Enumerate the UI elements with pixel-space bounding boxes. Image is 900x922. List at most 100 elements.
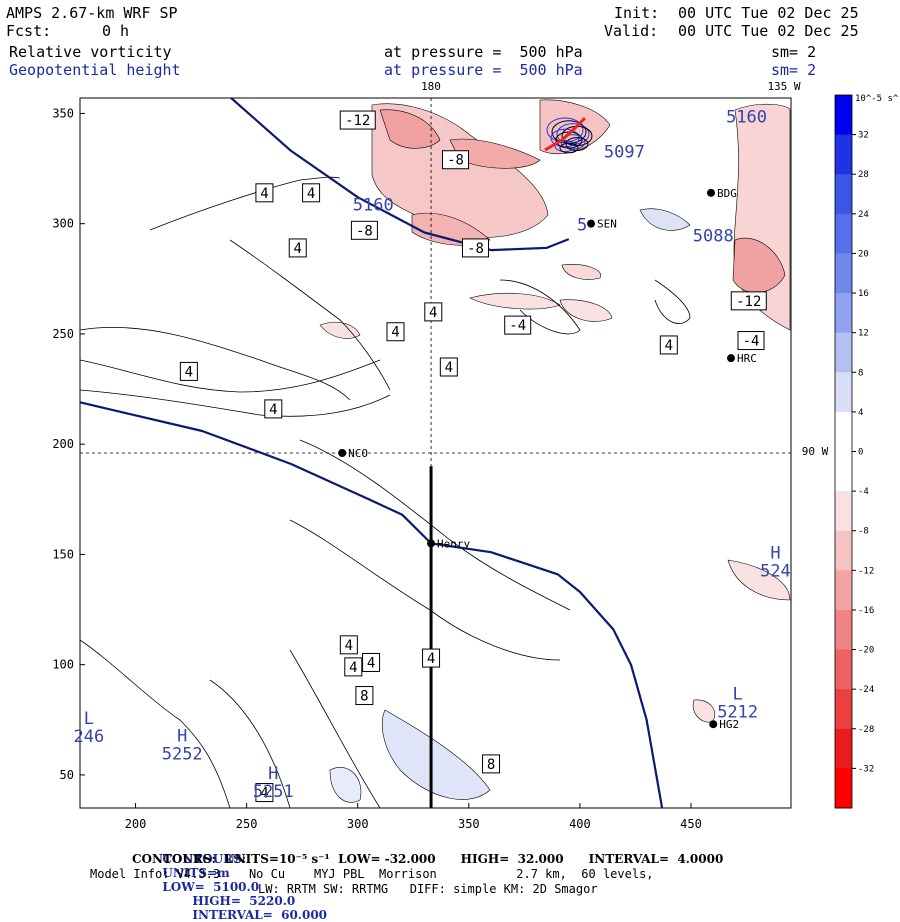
vorticity-contour-5 bbox=[289, 519, 561, 661]
station-sen-label: SEN bbox=[597, 218, 617, 231]
x-tick-label-400: 400 bbox=[569, 817, 591, 831]
station-henry-marker bbox=[427, 539, 436, 548]
vorticity-label-11: 4 bbox=[391, 325, 399, 341]
vorticity-label-20: 4 bbox=[260, 786, 268, 802]
height-contour-5160 bbox=[230, 97, 570, 252]
vorticity-area-11 bbox=[727, 559, 791, 601]
station-bdg-marker bbox=[707, 188, 716, 197]
vorticity-label-box-4 bbox=[504, 315, 532, 335]
vorticity-label-box-8 bbox=[302, 183, 321, 203]
colorbar-label-13: -20 bbox=[858, 646, 874, 656]
field2-sm: sm= 2 bbox=[771, 61, 817, 79]
colorbar-swatch-0 bbox=[835, 95, 852, 136]
vorticity-label-16: 4 bbox=[345, 638, 353, 654]
footer-physics-info: LW: RRTM SW: RRTMG DIFF: simple KM: 2D S… bbox=[258, 882, 598, 896]
colorbar-label-2: 24 bbox=[858, 210, 869, 220]
vorticity-area-10 bbox=[319, 321, 361, 339]
vorticity-label-4: -4 bbox=[509, 318, 526, 334]
vorticity-label-box-13 bbox=[659, 335, 678, 355]
vorticity-area-7 bbox=[561, 264, 602, 280]
vorticity-label-box-10 bbox=[424, 302, 443, 322]
colorbar-label-8: 0 bbox=[858, 448, 863, 458]
forecast-hours: 0 h bbox=[102, 22, 130, 40]
stations: NCO Henry BDG HRC HG2 SEN bbox=[338, 187, 757, 731]
colorbar-label-10: -8 bbox=[858, 527, 869, 537]
height-label-3: 5088 bbox=[693, 226, 734, 246]
vorticity-area-1 bbox=[379, 109, 441, 149]
footer-low: LOW= 5100.0 bbox=[162, 880, 260, 894]
footer-contours-label: CONTOURS: bbox=[162, 852, 247, 866]
colorbar-label-4: 16 bbox=[858, 289, 869, 299]
colorbar-swatch-8 bbox=[835, 411, 852, 452]
vorticity-label-box-9 bbox=[288, 238, 307, 258]
extremum-value-1: 5252 bbox=[162, 744, 203, 764]
meridian-labels: 180 135 W 90 W bbox=[421, 80, 829, 458]
vorticity-contour-6 bbox=[299, 439, 571, 611]
colorbar-swatch-3 bbox=[835, 213, 852, 254]
extremum-h-2: H bbox=[268, 764, 278, 784]
vorticity-label-21: 8 bbox=[360, 689, 368, 705]
vorticity-label-box-17 bbox=[344, 657, 363, 677]
extremum-value-3: 524 bbox=[760, 561, 791, 581]
vorticity-label-2: -8 bbox=[467, 241, 484, 257]
meridian-label-1: 135 W bbox=[767, 80, 800, 93]
vorticity-area-12 bbox=[381, 709, 491, 800]
station-hrc-marker bbox=[727, 354, 736, 363]
vorticity-label-13: 4 bbox=[665, 338, 673, 354]
station-sen-marker bbox=[587, 219, 596, 228]
vorticity-label-box-2 bbox=[461, 238, 489, 258]
vorticity-label-19: 4 bbox=[427, 651, 435, 667]
init-time: 00 UTC Tue 02 Dec 25 bbox=[678, 4, 859, 22]
colorbar-swatch-11 bbox=[835, 530, 852, 571]
field2-level: at pressure = 500 hPa bbox=[384, 61, 583, 79]
colorbar-label-9: -4 bbox=[858, 487, 869, 497]
footer-units-m: UNITS=m bbox=[162, 866, 230, 880]
vorticity-label-box-3 bbox=[350, 220, 378, 240]
height-contour-5220 bbox=[79, 401, 664, 809]
vorticity-contour-10 bbox=[499, 279, 581, 335]
x-tick-label-250: 250 bbox=[236, 817, 258, 831]
model-title: AMPS 2.67-km WRF SP bbox=[6, 4, 178, 22]
vorticity-contour-11 bbox=[654, 279, 691, 324]
vorticity-area-15 bbox=[692, 699, 716, 723]
station-henry-label: Henry bbox=[437, 537, 470, 550]
colorbar-label-16: -32 bbox=[858, 764, 874, 774]
vorticity-label-15: 4 bbox=[269, 402, 277, 418]
vorticity-area-9 bbox=[559, 299, 613, 322]
vorticity-label-box-12 bbox=[439, 357, 458, 377]
vorticity-label-14: 4 bbox=[185, 364, 193, 380]
vorticity-contour-9 bbox=[209, 679, 291, 809]
vorticity-label-box-1 bbox=[441, 150, 469, 170]
vorticity-label-box-14 bbox=[179, 361, 198, 381]
x-tick-label-450: 450 bbox=[680, 817, 702, 831]
y-tick-label-200: 200 bbox=[52, 437, 74, 451]
forecast-label: Fcst: bbox=[6, 22, 52, 40]
extremum-value-4: 5212 bbox=[717, 703, 758, 723]
vorticity-label-22: 8 bbox=[487, 757, 495, 773]
height-label-0: 5160 bbox=[353, 195, 394, 215]
colorbar-swatch-12 bbox=[835, 570, 852, 611]
height-contours bbox=[79, 97, 664, 809]
vorticity-label-box-7 bbox=[255, 183, 274, 203]
colorbar-swatch-9 bbox=[835, 451, 852, 492]
colorbar-swatch-2 bbox=[835, 174, 852, 215]
vorticity-contour-0 bbox=[79, 327, 351, 401]
colorbar-units: 10^-5 s^-1 bbox=[855, 94, 900, 104]
vorticity-label-18: 4 bbox=[367, 655, 375, 671]
vorticity-core-min bbox=[544, 116, 587, 152]
extremum-l-4: L bbox=[733, 685, 743, 705]
station-bdg-label: BDG bbox=[717, 187, 737, 200]
x-tick-label-300: 300 bbox=[347, 817, 369, 831]
height-label-1: 5160 bbox=[726, 107, 767, 127]
footer-high: HIGH= 5220.0 bbox=[192, 894, 296, 908]
station-hrc-label: HRC bbox=[737, 352, 757, 365]
station-nco-label: NCO bbox=[348, 447, 368, 460]
colorbar-label-11: -12 bbox=[858, 566, 874, 576]
vorticity-label-box-0 bbox=[339, 110, 376, 130]
vorticity-core-ring-8 bbox=[554, 139, 576, 153]
colorbar-swatch-16 bbox=[835, 728, 852, 769]
vorticity-label-box-16 bbox=[339, 635, 358, 655]
field2-name: Geopotential height bbox=[9, 61, 181, 79]
